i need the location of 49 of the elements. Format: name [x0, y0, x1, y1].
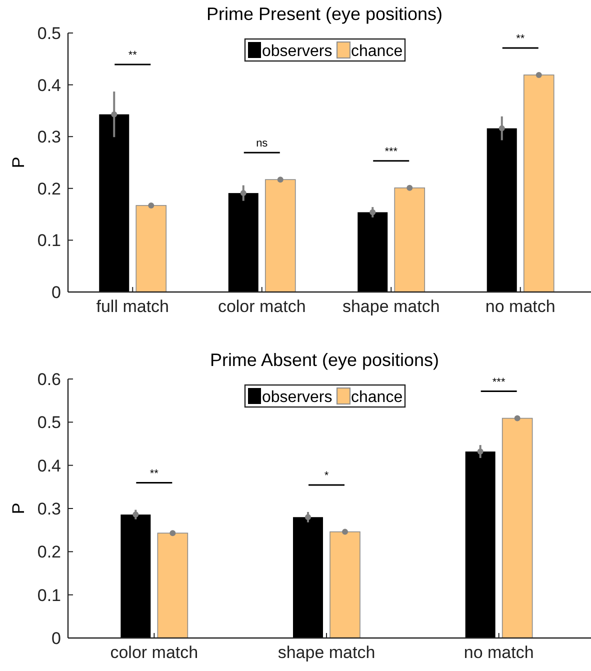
y-tick-label: 0.5 [37, 413, 61, 432]
bar [120, 514, 151, 638]
x-tick-label: shape match [278, 643, 376, 662]
y-tick-label: 0.2 [37, 542, 61, 562]
y-tick-label: 0.4 [37, 456, 61, 476]
chart-title: Prime Absent (eye positions) [210, 350, 440, 370]
y-axis-title: P [9, 156, 28, 168]
x-tick-label: no match [464, 643, 534, 662]
bar [136, 205, 167, 292]
legend-label: chance [351, 389, 403, 406]
bar [523, 74, 554, 292]
y-tick-label: 0.5 [37, 24, 61, 43]
bar [264, 179, 296, 292]
bar [228, 193, 258, 292]
annotation: *** [384, 146, 398, 158]
y-axis-title: P [9, 502, 28, 514]
bar [394, 187, 426, 292]
annotation: * [324, 470, 330, 482]
y-tick-label: 0.4 [37, 76, 61, 95]
legend-label: chance [351, 43, 403, 60]
y-tick-label: 0 [52, 282, 61, 302]
legend-label: observers [262, 43, 332, 60]
annotation: ns [256, 138, 268, 150]
chart-title: Prime Present (eye positions) [206, 4, 443, 24]
annotation: *** [492, 376, 506, 388]
y-tick-label: 0.3 [37, 499, 61, 518]
x-tick-label: full match [96, 297, 169, 316]
bar [99, 114, 130, 292]
legend-label: observers [262, 389, 332, 406]
bar [502, 418, 533, 638]
bar [358, 212, 388, 292]
y-tick-label: 0.6 [37, 370, 61, 389]
y-tick-label: 0.2 [37, 179, 61, 198]
x-tick-label: shape match [342, 297, 440, 316]
x-tick-label: color match [218, 297, 306, 316]
x-tick-label: color match [110, 643, 198, 662]
y-tick-label: 0.1 [37, 586, 61, 605]
x-tick-label: no match [485, 297, 556, 316]
bar [330, 531, 360, 638]
annotation: ** [128, 50, 138, 62]
y-tick-label: 0.3 [37, 128, 61, 147]
bar [465, 452, 496, 638]
bar [293, 517, 323, 638]
y-tick-label: 0.1 [37, 231, 61, 250]
annotation: ** [150, 468, 160, 480]
bar [157, 532, 188, 638]
bar [486, 128, 517, 292]
annotation: ** [516, 32, 526, 45]
y-tick-label: 0 [52, 628, 61, 648]
